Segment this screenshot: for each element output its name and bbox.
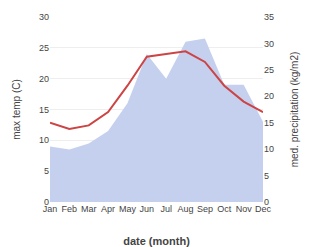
svg-text:30: 30 <box>264 39 274 49</box>
svg-text:Oct: Oct <box>217 204 232 214</box>
svg-text:date (month): date (month) <box>123 235 190 247</box>
svg-text:20: 20 <box>264 91 274 101</box>
svg-text:Sep: Sep <box>197 204 213 214</box>
svg-text:May: May <box>119 204 137 214</box>
svg-text:25: 25 <box>264 65 274 75</box>
svg-text:Nov: Nov <box>236 204 253 214</box>
svg-text:med. precipitation (kg/m2): med. precipitation (kg/m2) <box>289 52 300 168</box>
svg-text:5: 5 <box>44 166 49 176</box>
svg-text:Apr: Apr <box>101 204 115 214</box>
svg-text:Jul: Jul <box>160 204 172 214</box>
svg-text:Mar: Mar <box>81 204 97 214</box>
svg-text:Feb: Feb <box>62 204 78 214</box>
svg-text:Dec: Dec <box>255 204 272 214</box>
svg-text:0: 0 <box>264 197 269 207</box>
svg-text:25: 25 <box>39 43 49 53</box>
svg-text:10: 10 <box>264 144 274 154</box>
svg-text:10: 10 <box>39 135 49 145</box>
svg-text:30: 30 <box>39 12 49 22</box>
svg-text:max temp (C): max temp (C) <box>11 79 22 140</box>
svg-text:Jun: Jun <box>140 204 155 214</box>
svg-text:0: 0 <box>44 197 49 207</box>
svg-text:20: 20 <box>39 74 49 84</box>
svg-text:5: 5 <box>264 171 269 181</box>
svg-text:35: 35 <box>264 12 274 22</box>
svg-text:Aug: Aug <box>178 204 194 214</box>
svg-text:Jan: Jan <box>43 204 58 214</box>
svg-text:15: 15 <box>39 105 49 115</box>
svg-text:15: 15 <box>264 118 274 128</box>
